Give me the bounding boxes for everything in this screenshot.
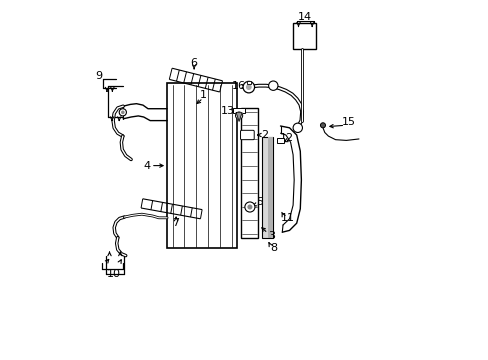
Bar (267, 137, 273, 238)
Bar (261, 137, 273, 238)
Text: 10: 10 (107, 269, 121, 279)
Circle shape (119, 109, 126, 116)
Text: 5: 5 (256, 197, 263, 207)
Bar (292, 23, 316, 49)
Circle shape (121, 111, 124, 114)
Text: 3: 3 (267, 231, 274, 241)
Text: 8: 8 (270, 243, 277, 253)
Text: 2: 2 (260, 130, 267, 140)
Text: 1: 1 (199, 90, 206, 100)
Circle shape (268, 81, 277, 90)
Bar (276, 138, 284, 143)
Polygon shape (236, 113, 242, 121)
Text: 4: 4 (143, 161, 151, 171)
Circle shape (247, 204, 252, 210)
Text: 6: 6 (190, 58, 197, 68)
Bar (167, 83, 237, 248)
Circle shape (292, 123, 302, 132)
Circle shape (235, 112, 242, 119)
Text: 11: 11 (280, 213, 294, 223)
Text: 13: 13 (221, 105, 235, 116)
Text: 15: 15 (341, 117, 355, 127)
FancyBboxPatch shape (240, 130, 254, 140)
Circle shape (244, 202, 254, 212)
Text: 7: 7 (172, 218, 179, 228)
Text: 16: 16 (231, 81, 245, 91)
Circle shape (320, 123, 325, 128)
Bar (241, 108, 258, 238)
Circle shape (245, 84, 251, 90)
Bar (233, 108, 244, 113)
Bar (246, 81, 250, 84)
Text: 9: 9 (95, 71, 102, 81)
Text: 14: 14 (297, 12, 311, 22)
Circle shape (243, 81, 254, 93)
Text: 12: 12 (279, 133, 293, 143)
